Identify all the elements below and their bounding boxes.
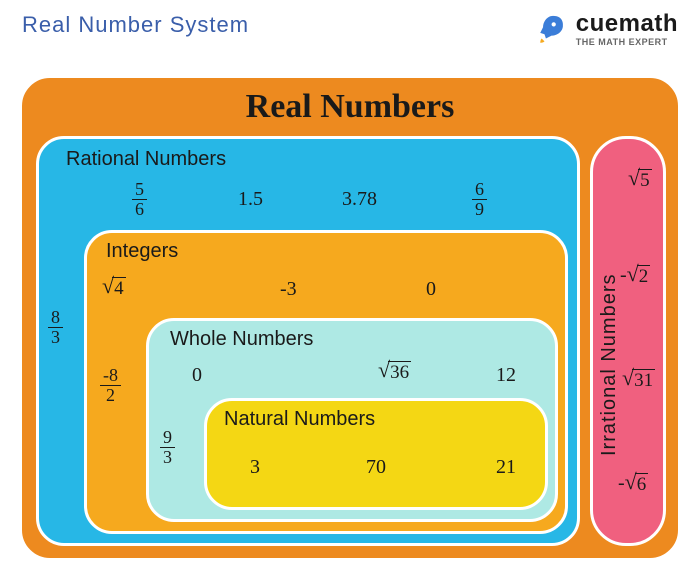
- ex-whole-sqrt36: √36: [378, 360, 411, 384]
- ex-nat-3: 3: [250, 456, 260, 479]
- ex-whole-9-3: 93: [160, 426, 175, 467]
- label-rational: Rational Numbers: [66, 148, 226, 171]
- ex-int-neg3: -3: [280, 278, 297, 301]
- rocket-icon: [536, 13, 570, 47]
- ex-irr-neg-sqrt2: -√2: [620, 264, 650, 288]
- ex-irr-sqrt31: √31: [622, 368, 655, 392]
- label-natural: Natural Numbers: [224, 408, 375, 431]
- ex-int-neg8-2: -82: [100, 364, 121, 405]
- label-irrational: Irrational Numbers: [598, 216, 621, 456]
- ex-rational-left: 83: [48, 306, 63, 347]
- ex-int-0: 0: [426, 278, 436, 301]
- label-real: Real Numbers: [22, 88, 678, 126]
- ex-irr-neg-sqrt6: -√6: [618, 472, 648, 496]
- ex-rational-2: 1.5: [238, 188, 263, 211]
- page-title: Real Number System: [22, 12, 249, 38]
- ex-rational-4: 69: [472, 178, 487, 219]
- logo-tagline: THE MATH EXPERT: [576, 38, 678, 47]
- logo-brand: cuemath: [576, 12, 678, 36]
- ex-irr-sqrt5: √5: [628, 168, 652, 192]
- logo: cuemath THE MATH EXPERT: [536, 12, 678, 47]
- ex-whole-0: 0: [192, 364, 202, 387]
- ex-whole-12: 12: [496, 364, 516, 387]
- diagram: Real Numbers Rational Numbers 56 1.5 3.7…: [22, 78, 678, 562]
- ex-rational-3: 3.78: [342, 188, 377, 211]
- label-whole: Whole Numbers: [170, 328, 313, 351]
- ex-rational-1: 56: [132, 178, 147, 219]
- label-integers: Integers: [106, 240, 178, 263]
- ex-int-sqrt4: √4: [102, 276, 126, 300]
- ex-nat-70: 70: [366, 456, 386, 479]
- header: Real Number System cuemath THE MATH EXPE…: [0, 0, 700, 47]
- ex-nat-21: 21: [496, 456, 516, 479]
